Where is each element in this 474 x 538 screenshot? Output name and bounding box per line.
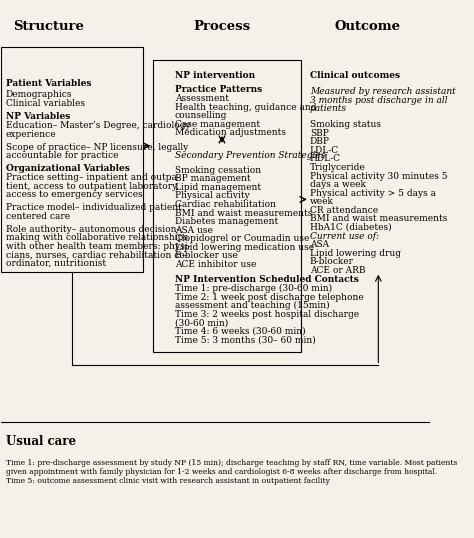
- Text: NP intervention: NP intervention: [175, 71, 255, 80]
- Text: Scope of practice– NP licensure, legally: Scope of practice– NP licensure, legally: [6, 143, 188, 152]
- Text: accountable for practice: accountable for practice: [6, 151, 118, 160]
- Text: Practice Patterns: Practice Patterns: [175, 86, 262, 94]
- Text: week: week: [310, 197, 334, 206]
- Text: B-blocker use: B-blocker use: [175, 251, 237, 260]
- Text: Clinical outcomes: Clinical outcomes: [310, 71, 400, 80]
- Text: Diabetes management: Diabetes management: [175, 217, 278, 226]
- Text: centered care: centered care: [6, 212, 70, 221]
- Text: (30-60 min): (30-60 min): [175, 318, 228, 327]
- Text: LDL-C: LDL-C: [310, 146, 339, 155]
- Text: CR attendance: CR attendance: [310, 206, 378, 215]
- Text: ASA: ASA: [310, 240, 329, 249]
- Text: Role authority– autonomous decision-: Role authority– autonomous decision-: [6, 224, 179, 233]
- Text: ACE inhibitor use: ACE inhibitor use: [175, 260, 256, 269]
- Text: Medication adjustments: Medication adjustments: [175, 128, 286, 137]
- Text: ACE or ARB: ACE or ARB: [310, 266, 365, 275]
- Text: tient, access to outpatient laboratory,: tient, access to outpatient laboratory,: [6, 182, 179, 191]
- Text: Education– Master’s Degree, cardiology: Education– Master’s Degree, cardiology: [6, 121, 190, 130]
- Text: Time 1: pre-discharge (30-60 min): Time 1: pre-discharge (30-60 min): [175, 284, 332, 293]
- Text: 3 months post discharge in all: 3 months post discharge in all: [310, 96, 447, 104]
- Text: Practice setting– inpatient and outpa-: Practice setting– inpatient and outpa-: [6, 173, 180, 182]
- Text: HbA1C (diabetes): HbA1C (diabetes): [310, 223, 392, 232]
- Text: Patient Variables: Patient Variables: [6, 79, 91, 88]
- Text: SBP: SBP: [310, 129, 328, 138]
- Text: Assessment: Assessment: [175, 94, 229, 103]
- Text: Secondary Prevention Strategies: Secondary Prevention Strategies: [175, 151, 325, 160]
- Text: Organizational Variables: Organizational Variables: [6, 164, 129, 173]
- Text: Lipid lowering medication use: Lipid lowering medication use: [175, 243, 314, 252]
- Text: Smoking status: Smoking status: [310, 120, 381, 129]
- Text: experience: experience: [6, 130, 56, 139]
- Text: Physical activity: Physical activity: [175, 192, 250, 200]
- Text: Physical activity 30 minutes 5: Physical activity 30 minutes 5: [310, 172, 447, 181]
- Text: Time 2: 1 week post discharge telephone: Time 2: 1 week post discharge telephone: [175, 293, 364, 302]
- Text: Cardiac rehabilitation: Cardiac rehabilitation: [175, 200, 276, 209]
- Text: Structure: Structure: [13, 20, 84, 33]
- Text: days a week: days a week: [310, 180, 365, 189]
- Text: Practice model– individualized patient: Practice model– individualized patient: [6, 203, 182, 212]
- Text: ASA use: ASA use: [175, 225, 213, 235]
- Text: BP management: BP management: [175, 174, 250, 183]
- Text: Process: Process: [193, 20, 251, 33]
- Text: patients: patients: [310, 104, 347, 113]
- Text: Measured by research assistant: Measured by research assistant: [310, 87, 456, 96]
- Text: ordinator, nutritionist: ordinator, nutritionist: [6, 259, 106, 268]
- Text: Current use of:: Current use of:: [310, 231, 379, 240]
- Text: BMI and waist measurements: BMI and waist measurements: [310, 215, 447, 223]
- Text: Health teaching, guidance and: Health teaching, guidance and: [175, 103, 316, 111]
- Text: NP Variables: NP Variables: [6, 112, 70, 121]
- Text: DBP: DBP: [310, 137, 330, 146]
- Text: Usual care: Usual care: [6, 435, 76, 448]
- Text: B-blocker: B-blocker: [310, 257, 354, 266]
- Text: Clopidogrel or Coumadin use: Clopidogrel or Coumadin use: [175, 234, 309, 243]
- Text: cians, nurses, cardiac rehabilitation co-: cians, nurses, cardiac rehabilitation co…: [6, 250, 188, 259]
- Text: Triglyceride: Triglyceride: [310, 163, 365, 172]
- Text: making with collaborative relationships: making with collaborative relationships: [6, 233, 188, 242]
- Text: counselling: counselling: [175, 111, 227, 120]
- Text: Smoking cessation: Smoking cessation: [175, 166, 261, 175]
- Text: Lipid lowering drug: Lipid lowering drug: [310, 249, 401, 258]
- Text: access to emergency services: access to emergency services: [6, 190, 142, 199]
- Text: Clinical variables: Clinical variables: [6, 99, 85, 108]
- Text: Outcome: Outcome: [335, 20, 401, 33]
- Text: Physical activity > 5 days a: Physical activity > 5 days a: [310, 189, 436, 198]
- Text: NP Intervention Scheduled Contacts: NP Intervention Scheduled Contacts: [175, 275, 359, 285]
- Text: Time 1: pre-discharge assessment by study NP (15 min); discharge teaching by sta: Time 1: pre-discharge assessment by stud…: [6, 459, 457, 485]
- Text: Lipid management: Lipid management: [175, 183, 261, 192]
- Text: BMI and waist measurements: BMI and waist measurements: [175, 209, 312, 217]
- Text: Time 4: 6 weeks (30-60 min): Time 4: 6 weeks (30-60 min): [175, 327, 305, 336]
- Text: Case management: Case management: [175, 119, 260, 129]
- Text: with other health team members: physi-: with other health team members: physi-: [6, 242, 190, 251]
- Text: assessment and teaching (15min): assessment and teaching (15min): [175, 301, 329, 310]
- Text: Demographics: Demographics: [6, 90, 72, 98]
- Text: HDL-C: HDL-C: [310, 154, 341, 164]
- Text: Time 3: 2 weeks post hospital discharge: Time 3: 2 weeks post hospital discharge: [175, 310, 359, 318]
- Text: Time 5: 3 months (30– 60 min): Time 5: 3 months (30– 60 min): [175, 335, 316, 344]
